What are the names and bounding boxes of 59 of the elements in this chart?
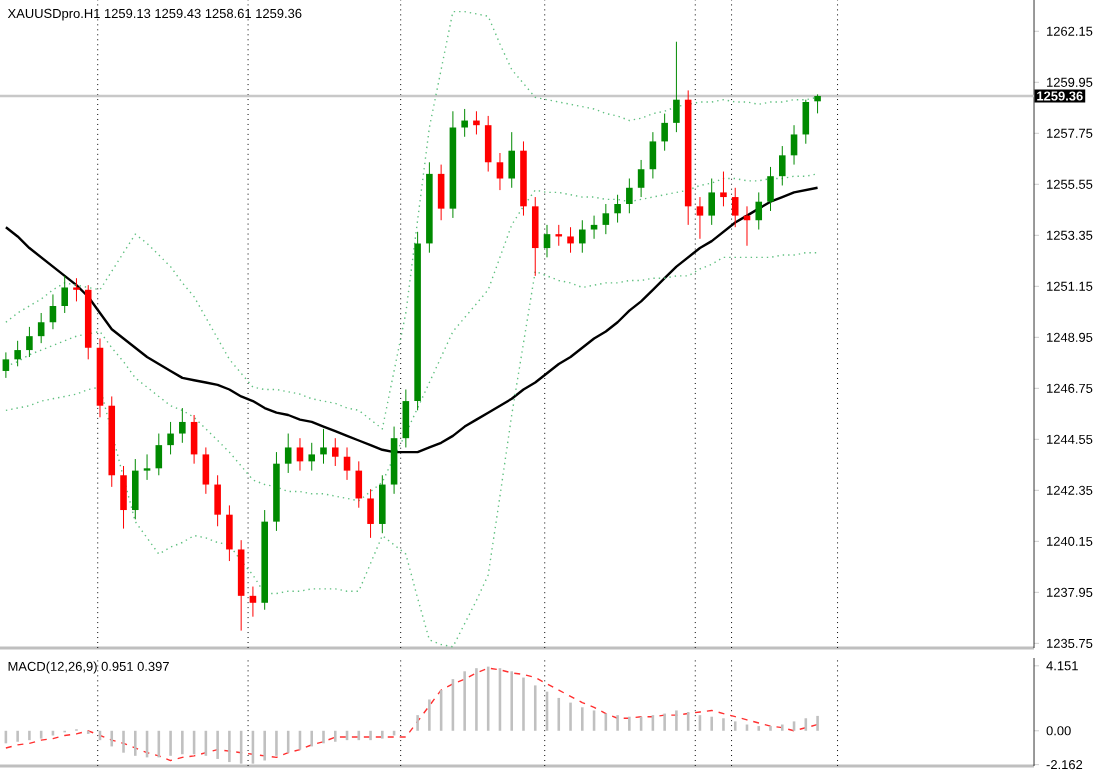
candlestick <box>179 407 186 444</box>
candlestick <box>120 465 127 530</box>
candlestick <box>496 152 504 191</box>
candlestick <box>720 171 727 207</box>
candlestick <box>308 442 316 472</box>
candlestick <box>778 145 786 186</box>
candlestick <box>531 196 539 277</box>
candlestick <box>73 277 80 302</box>
candlestick <box>190 414 198 465</box>
candlestick <box>814 93 821 114</box>
candlestick <box>767 166 774 212</box>
candlestick <box>731 187 739 228</box>
candlestick <box>202 446 210 495</box>
candlestick <box>367 488 374 539</box>
candlestick <box>355 460 363 509</box>
candlestick <box>14 340 21 367</box>
candlestick <box>614 194 621 224</box>
candlestick <box>343 446 351 481</box>
candlestick <box>661 113 668 152</box>
candlestick <box>249 586 257 618</box>
candlestick <box>296 437 304 472</box>
candlestick <box>167 421 174 455</box>
candlestick <box>508 131 516 189</box>
candlestick <box>567 226 574 254</box>
candlestick <box>637 159 645 198</box>
candlestick <box>331 437 339 467</box>
candlestick <box>320 428 327 465</box>
candlestick <box>802 99 810 145</box>
candlestick <box>555 224 563 247</box>
candlestick <box>484 115 492 173</box>
candlestick <box>49 293 57 330</box>
candlestick <box>37 312 45 344</box>
candlestick <box>155 433 163 476</box>
candlestick <box>473 110 480 135</box>
candlestick <box>579 219 586 254</box>
candlestick <box>649 131 657 180</box>
candlestick <box>61 275 68 314</box>
candlestick <box>708 178 715 226</box>
candlestick <box>461 108 468 138</box>
candlestick <box>131 458 139 520</box>
candlestick <box>379 474 386 534</box>
candlestick <box>437 164 445 221</box>
candlestick <box>673 41 680 133</box>
candlestick <box>755 191 763 231</box>
candlestick <box>602 203 610 235</box>
candlestick <box>214 474 221 527</box>
candlestick <box>390 426 398 495</box>
candlestick <box>402 388 410 448</box>
candlestick <box>2 351 10 379</box>
candlestick <box>143 453 151 481</box>
candlestick <box>590 215 598 240</box>
candlestick <box>790 124 798 166</box>
candlestick <box>696 196 704 240</box>
candlestick <box>26 326 33 358</box>
candlestick <box>237 539 245 632</box>
candlestick <box>226 504 233 562</box>
candlestick <box>284 433 292 474</box>
candlestick <box>626 178 633 214</box>
candlestick <box>543 224 551 258</box>
